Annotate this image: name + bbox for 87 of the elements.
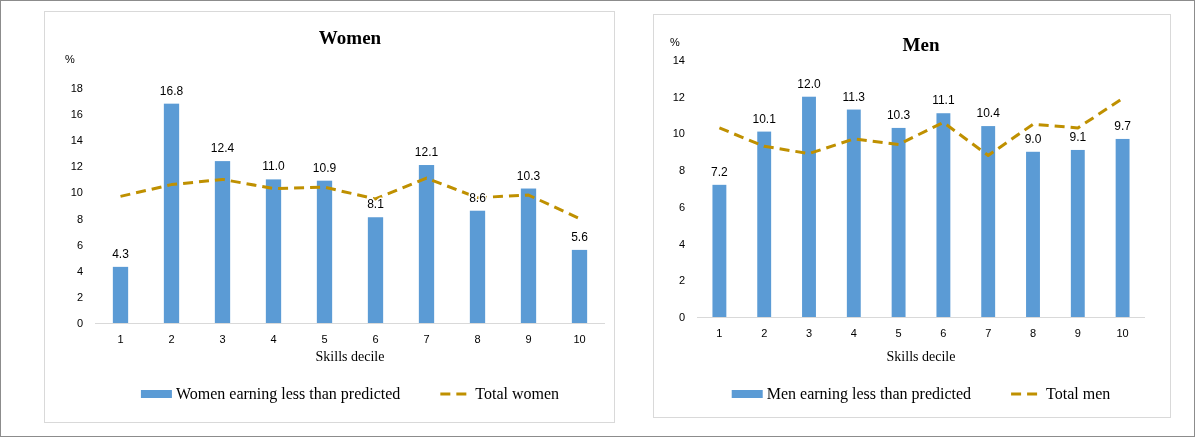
data-label: 5.6 — [571, 229, 589, 244]
bar — [469, 210, 486, 323]
data-label: 9.0 — [1024, 131, 1042, 146]
bar — [757, 131, 772, 317]
y-tick-label: 10 — [70, 186, 83, 199]
x-tick-label: 6 — [372, 333, 379, 345]
data-label: 12.1 — [414, 145, 439, 160]
data-label: 9.7 — [1114, 118, 1132, 133]
x-tick-label: 10 — [1116, 327, 1129, 339]
data-label: 10.4 — [976, 106, 1001, 121]
chart-title: Men — [902, 34, 940, 55]
bar — [936, 113, 951, 317]
y-tick-label: 12 — [70, 160, 83, 173]
y-tick-label: 4 — [76, 264, 83, 277]
x-tick-label: 3 — [805, 327, 813, 339]
bar — [214, 161, 231, 323]
data-label: 9.1 — [1069, 129, 1087, 144]
x-tick-label: 4 — [270, 333, 277, 345]
x-tick-label: 10 — [573, 333, 586, 345]
x-tick-label: 3 — [219, 333, 226, 345]
x-tick-label: 1 — [117, 333, 124, 345]
legend-label: Total men — [1046, 385, 1111, 402]
x-axis-title: Skills decile — [886, 349, 956, 364]
y-axis-title: % — [670, 36, 681, 48]
x-tick-label: 1 — [716, 327, 723, 339]
x-tick-label: 6 — [940, 327, 947, 339]
data-label: 4.3 — [112, 246, 130, 261]
data-label: 16.8 — [159, 83, 184, 98]
data-label: 11.0 — [262, 159, 286, 174]
bar — [1070, 149, 1085, 317]
x-tick-label: 7 — [985, 327, 992, 339]
legend-label: Total women — [475, 385, 560, 402]
y-tick-label: 4 — [678, 237, 685, 250]
y-tick-label: 8 — [678, 164, 685, 177]
data-label: 10.9 — [312, 160, 337, 175]
data-label: 8.1 — [367, 197, 385, 212]
bar — [367, 217, 384, 323]
x-tick-label: 8 — [474, 333, 481, 345]
data-label: 10.3 — [516, 168, 541, 183]
x-tick-label: 5 — [895, 327, 902, 339]
data-label: 10.3 — [886, 107, 911, 122]
bar — [712, 184, 727, 317]
y-tick-label: 12 — [672, 90, 685, 103]
data-label: 10.1 — [752, 111, 777, 126]
bar — [1026, 151, 1040, 317]
y-tick-label: 14 — [672, 54, 685, 67]
legend-label: Women earning less than predicted — [175, 385, 401, 403]
y-tick-label: 10 — [672, 127, 685, 140]
bar — [163, 103, 180, 323]
bar — [846, 109, 861, 317]
y-axis-title: % — [65, 53, 76, 65]
x-tick-label: 8 — [1029, 327, 1037, 339]
y-tick-label: 16 — [70, 108, 83, 121]
y-tick-label: 18 — [70, 82, 83, 95]
bar — [891, 127, 906, 317]
bar — [981, 126, 996, 317]
x-tick-label: 9 — [1074, 327, 1081, 339]
bar — [265, 179, 282, 323]
y-tick-label: 2 — [678, 274, 685, 287]
bar — [112, 266, 129, 323]
x-tick-label: 7 — [423, 333, 430, 345]
y-tick-label: 0 — [76, 317, 83, 330]
y-tick-label: 14 — [70, 134, 83, 147]
legend-label: Men earning less than predicted — [766, 385, 972, 403]
x-tick-label: 2 — [168, 333, 175, 345]
data-label: 12.0 — [797, 76, 821, 91]
x-axis-title: Skills decile — [315, 349, 385, 364]
x-tick-label: 9 — [525, 333, 532, 345]
bar — [571, 249, 588, 323]
bar — [418, 165, 435, 323]
data-label: 11.1 — [932, 93, 955, 108]
y-tick-label: 6 — [76, 238, 83, 251]
y-tick-label: 8 — [76, 212, 83, 225]
bar — [520, 188, 537, 323]
x-tick-label: 4 — [850, 327, 857, 339]
data-label: 12.4 — [210, 141, 235, 156]
data-label: 11.3 — [842, 89, 866, 104]
y-tick-label: 0 — [678, 311, 685, 324]
x-tick-label: 2 — [761, 327, 768, 339]
data-label: 7.2 — [711, 164, 729, 179]
x-tick-label: 5 — [321, 333, 328, 345]
y-tick-label: 6 — [678, 200, 685, 213]
chart-title: Women — [318, 27, 382, 48]
bar — [802, 96, 816, 317]
bar — [316, 180, 333, 323]
y-tick-label: 2 — [76, 290, 83, 303]
bar — [1115, 138, 1130, 317]
